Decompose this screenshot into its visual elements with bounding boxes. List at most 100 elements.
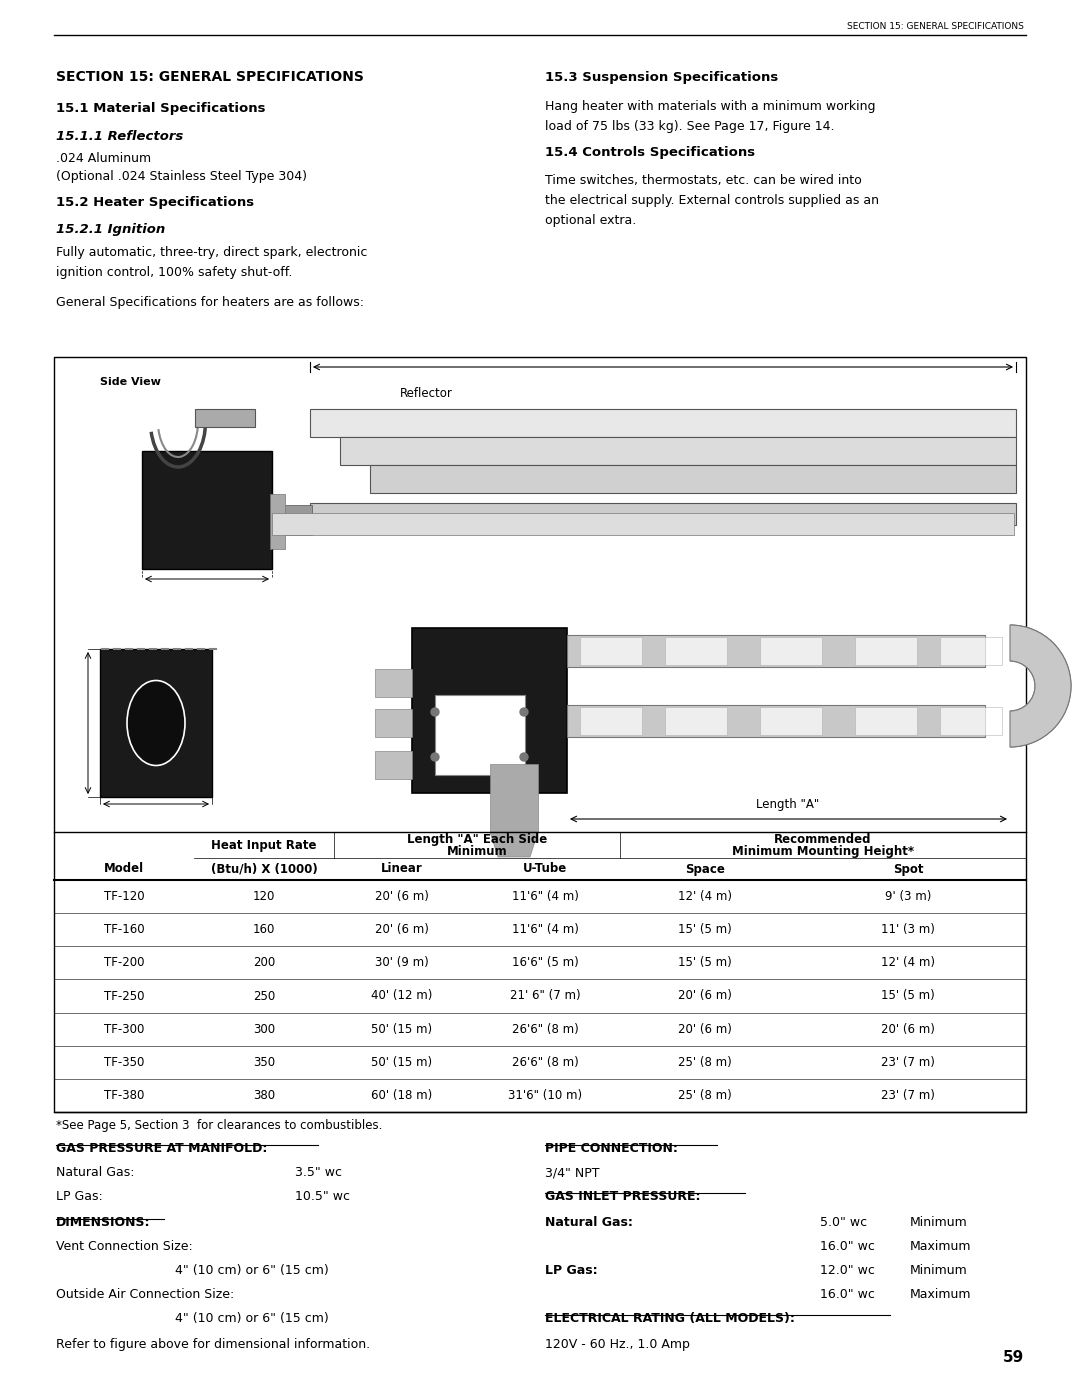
Bar bbox=[310, 503, 1016, 525]
Bar bbox=[375, 669, 411, 697]
Bar bbox=[855, 637, 917, 665]
Text: 15.3 Suspension Specifications: 15.3 Suspension Specifications bbox=[545, 71, 779, 84]
Bar bbox=[375, 752, 411, 780]
Text: 12.0" wc: 12.0" wc bbox=[820, 1264, 875, 1277]
Text: 20' (6 m): 20' (6 m) bbox=[375, 890, 429, 902]
Text: 4" (10 cm) or 6" (15 cm): 4" (10 cm) or 6" (15 cm) bbox=[175, 1312, 328, 1324]
Text: DIMENSIONS:: DIMENSIONS: bbox=[56, 1215, 150, 1229]
Bar bbox=[567, 636, 985, 666]
Text: 15.2 Heater Specifications: 15.2 Heater Specifications bbox=[56, 196, 254, 210]
Text: 59: 59 bbox=[1002, 1350, 1024, 1365]
Bar bbox=[760, 707, 822, 735]
Circle shape bbox=[519, 708, 528, 717]
Bar bbox=[141, 451, 272, 569]
Text: ignition control, 100% safety shut-off.: ignition control, 100% safety shut-off. bbox=[56, 265, 293, 279]
Text: 20' (6 m): 20' (6 m) bbox=[678, 1023, 732, 1035]
Text: Maximum: Maximum bbox=[910, 1288, 972, 1301]
Text: 26'6" (8 m): 26'6" (8 m) bbox=[512, 1023, 579, 1035]
Bar bbox=[567, 705, 985, 738]
Ellipse shape bbox=[127, 680, 185, 766]
Bar bbox=[340, 437, 1016, 465]
Circle shape bbox=[431, 753, 438, 761]
Text: Reflector: Reflector bbox=[400, 387, 453, 400]
Text: 21' 6" (7 m): 21' 6" (7 m) bbox=[510, 989, 580, 1003]
Text: LP Gas:: LP Gas: bbox=[56, 1190, 103, 1203]
Text: 3.5" wc: 3.5" wc bbox=[295, 1166, 342, 1179]
Text: Side View: Side View bbox=[99, 377, 161, 387]
Bar bbox=[855, 707, 917, 735]
Text: TF-120: TF-120 bbox=[104, 890, 145, 902]
Text: Natural Gas:: Natural Gas: bbox=[56, 1166, 135, 1179]
Wedge shape bbox=[1010, 624, 1071, 747]
Bar bbox=[272, 513, 1014, 535]
Text: 380: 380 bbox=[253, 1088, 275, 1102]
Text: GAS INLET PRESSURE:: GAS INLET PRESSURE: bbox=[545, 1190, 701, 1203]
Bar bbox=[54, 880, 1026, 914]
Text: 50' (15 m): 50' (15 m) bbox=[372, 1023, 433, 1035]
Text: 31'6" (10 m): 31'6" (10 m) bbox=[508, 1088, 582, 1102]
Bar bbox=[940, 707, 1002, 735]
Text: 16'6" (5 m): 16'6" (5 m) bbox=[512, 957, 579, 970]
Bar bbox=[580, 637, 642, 665]
Text: 23' (7 m): 23' (7 m) bbox=[881, 1088, 935, 1102]
Text: Minimum: Minimum bbox=[447, 845, 508, 858]
Bar bbox=[270, 495, 285, 549]
Text: TF-160: TF-160 bbox=[104, 923, 145, 936]
Text: Hang heater with materials with a minimum working: Hang heater with materials with a minimu… bbox=[545, 101, 876, 113]
Text: U-Tube: U-Tube bbox=[523, 862, 567, 876]
Bar bbox=[665, 707, 727, 735]
Text: Recommended: Recommended bbox=[774, 833, 872, 847]
Text: 60' (18 m): 60' (18 m) bbox=[372, 1088, 433, 1102]
Text: Maximum: Maximum bbox=[910, 1241, 972, 1253]
Text: Time switches, thermostats, etc. can be wired into: Time switches, thermostats, etc. can be … bbox=[545, 175, 862, 187]
Bar bbox=[490, 764, 538, 833]
Text: Length "A": Length "A" bbox=[756, 798, 820, 812]
Bar bbox=[665, 637, 727, 665]
Bar bbox=[435, 694, 525, 775]
Bar bbox=[100, 650, 212, 798]
Text: 12' (4 m): 12' (4 m) bbox=[678, 890, 732, 902]
Text: 16.0" wc: 16.0" wc bbox=[820, 1288, 875, 1301]
Text: Length "A" Each Side: Length "A" Each Side bbox=[407, 833, 548, 847]
Circle shape bbox=[431, 708, 438, 717]
Text: Natural Gas:: Natural Gas: bbox=[545, 1215, 633, 1229]
Text: 15.4 Controls Specifications: 15.4 Controls Specifications bbox=[545, 147, 755, 159]
Text: General Specifications for heaters are as follows:: General Specifications for heaters are a… bbox=[56, 296, 364, 309]
Text: 15.1 Material Specifications: 15.1 Material Specifications bbox=[56, 102, 266, 115]
Text: Minimum Mounting Height*: Minimum Mounting Height* bbox=[732, 845, 914, 858]
Text: 15' (5 m): 15' (5 m) bbox=[678, 957, 732, 970]
Text: 20' (6 m): 20' (6 m) bbox=[375, 923, 429, 936]
Text: SECTION 15: GENERAL SPECIFICATIONS: SECTION 15: GENERAL SPECIFICATIONS bbox=[56, 70, 364, 84]
Text: Spot: Spot bbox=[893, 862, 923, 876]
Text: 5.0" wc: 5.0" wc bbox=[820, 1215, 867, 1229]
Text: 250: 250 bbox=[253, 989, 275, 1003]
Text: 160: 160 bbox=[253, 923, 275, 936]
Text: 120V - 60 Hz., 1.0 Amp: 120V - 60 Hz., 1.0 Amp bbox=[545, 1338, 690, 1351]
Text: Minimum: Minimum bbox=[910, 1264, 968, 1277]
Text: Linear: Linear bbox=[381, 862, 423, 876]
Text: 25' (8 m): 25' (8 m) bbox=[678, 1088, 732, 1102]
Text: GAS PRESSURE AT MANIFOLD:: GAS PRESSURE AT MANIFOLD: bbox=[56, 1141, 268, 1155]
Text: 50' (15 m): 50' (15 m) bbox=[372, 1056, 433, 1069]
Text: 25' (8 m): 25' (8 m) bbox=[678, 1056, 732, 1069]
Text: TF-380: TF-380 bbox=[104, 1088, 145, 1102]
Text: Space: Space bbox=[685, 862, 725, 876]
Bar bbox=[375, 710, 411, 738]
Circle shape bbox=[519, 753, 528, 761]
Bar bbox=[760, 637, 822, 665]
Text: 15.1.1 Reflectors: 15.1.1 Reflectors bbox=[56, 130, 184, 142]
Text: TF-200: TF-200 bbox=[104, 957, 145, 970]
Text: load of 75 lbs (33 kg). See Page 17, Figure 14.: load of 75 lbs (33 kg). See Page 17, Fig… bbox=[545, 120, 835, 133]
Text: 9' (3 m): 9' (3 m) bbox=[885, 890, 931, 902]
Bar bbox=[272, 504, 312, 535]
Text: 350: 350 bbox=[253, 1056, 275, 1069]
Text: 300: 300 bbox=[253, 1023, 275, 1035]
Text: SECTION 15: GENERAL SPECIFICATIONS: SECTION 15: GENERAL SPECIFICATIONS bbox=[847, 22, 1024, 31]
Bar bbox=[411, 629, 567, 793]
Bar bbox=[940, 637, 1002, 665]
Text: 4" (10 cm) or 6" (15 cm): 4" (10 cm) or 6" (15 cm) bbox=[175, 1264, 328, 1277]
Text: TF-250: TF-250 bbox=[104, 989, 145, 1003]
Text: 10.5" wc: 10.5" wc bbox=[295, 1190, 350, 1203]
Text: PIPE CONNECTION:: PIPE CONNECTION: bbox=[545, 1141, 678, 1155]
Text: ELECTRICAL RATING (ALL MODELS):: ELECTRICAL RATING (ALL MODELS): bbox=[545, 1312, 795, 1324]
